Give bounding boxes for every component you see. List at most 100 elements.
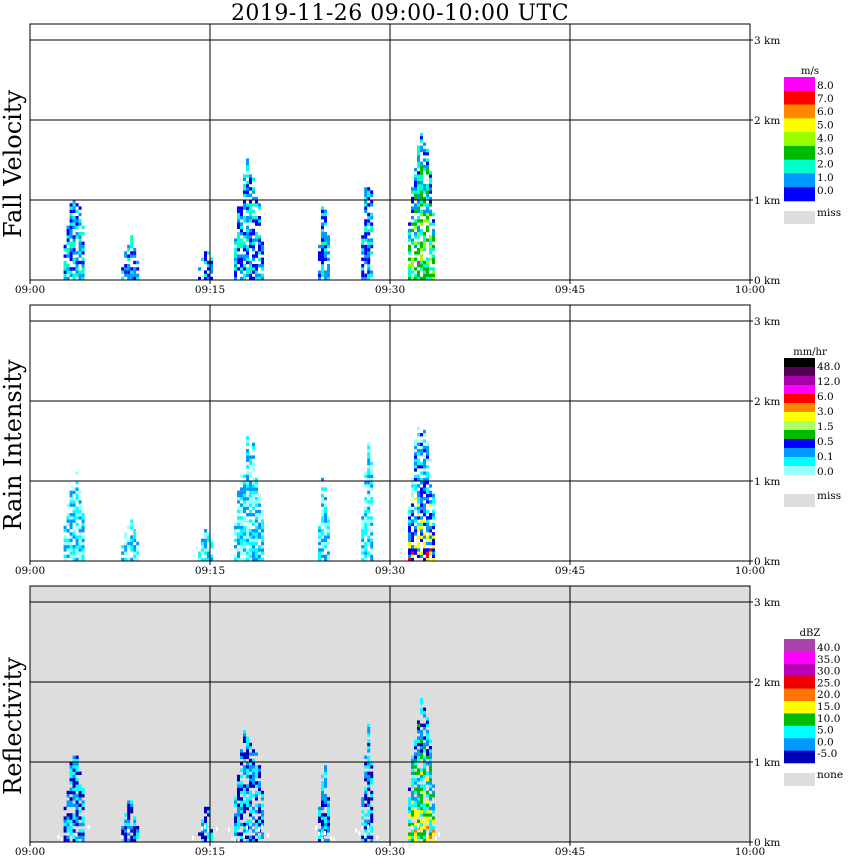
echo-pixel xyxy=(370,481,374,485)
echo-pixel xyxy=(66,803,70,807)
echo-pixel xyxy=(246,203,249,207)
echo-pixel xyxy=(246,158,249,162)
echo-pixel xyxy=(420,509,423,514)
echo-pixel xyxy=(130,267,134,271)
echo-pixel xyxy=(210,257,213,261)
echo-pixel xyxy=(327,244,330,249)
echo-pixel xyxy=(63,525,67,530)
echo-pixel xyxy=(81,267,85,271)
echo-pixel xyxy=(237,516,240,520)
echo-pixel xyxy=(252,749,255,753)
echo-pixel xyxy=(426,742,429,747)
echo-pixel xyxy=(130,538,134,542)
echo-pixel xyxy=(72,535,76,539)
echo-pixel xyxy=(417,484,420,488)
echo-pixel xyxy=(72,813,76,817)
echo-pixel xyxy=(127,810,131,814)
echo-pixel xyxy=(258,790,261,795)
legend-swatch xyxy=(784,475,815,485)
echo-pixel xyxy=(417,551,420,555)
echo-pixel xyxy=(243,267,246,271)
echo-pixel xyxy=(408,545,411,549)
echo-pixel xyxy=(210,270,213,274)
echo-pixel xyxy=(420,506,423,510)
echo-pixel xyxy=(423,784,426,788)
echo-pixel xyxy=(318,831,320,836)
echo-pixel xyxy=(423,832,426,836)
echo-cell xyxy=(192,806,218,843)
echo-pixel xyxy=(78,219,82,223)
echo-pixel xyxy=(367,190,371,194)
echo-pixel xyxy=(246,248,249,252)
echo-pixel xyxy=(249,538,252,542)
echo-pixel xyxy=(420,132,423,137)
echo-pixel xyxy=(75,768,79,772)
echo-pixel xyxy=(63,548,67,552)
echo-pixel xyxy=(243,190,246,194)
echo-pixel xyxy=(121,267,125,271)
echo-pixel xyxy=(367,819,371,823)
echo-pixel xyxy=(370,225,374,229)
echo-pixel xyxy=(364,519,368,523)
echo-pixel xyxy=(204,557,207,562)
echo-pixel xyxy=(240,276,243,281)
echo-pixel xyxy=(240,835,243,839)
echo-pixel xyxy=(133,832,137,836)
echo-pixel xyxy=(72,206,76,210)
echo-pixel xyxy=(63,538,67,542)
echo-pixel xyxy=(252,522,255,526)
echo-pixel xyxy=(78,506,82,510)
echo-pixel xyxy=(432,829,435,833)
echo-pixel xyxy=(234,264,237,268)
echo-pixel xyxy=(414,225,417,229)
echo-pixel xyxy=(136,829,140,833)
echo-pixel xyxy=(423,477,426,482)
echo-pixel xyxy=(78,771,82,775)
echo-pixel xyxy=(234,826,237,830)
echo-pixel xyxy=(364,500,368,504)
y-tick-label: 1 km xyxy=(754,195,780,207)
echo-pixel xyxy=(361,522,365,526)
echo-pixel xyxy=(414,519,417,523)
echo-pixel xyxy=(426,755,429,759)
echo-pixel xyxy=(423,768,426,772)
echo-pixel xyxy=(361,244,365,249)
echo-pixel xyxy=(249,784,252,788)
echo-pixel xyxy=(237,557,240,562)
echo-pixel xyxy=(63,838,67,843)
echo-pixel xyxy=(321,257,324,261)
echo-pixel xyxy=(127,525,131,530)
echo-pixel xyxy=(246,765,249,769)
echo-pixel xyxy=(321,829,324,833)
echo-pixel xyxy=(78,254,82,258)
echo-pixel xyxy=(66,241,70,245)
echo-pixel xyxy=(240,810,243,814)
echo-pixel xyxy=(426,477,429,482)
echo-pixel xyxy=(124,832,128,836)
echo-pixel xyxy=(249,765,252,769)
echo-pixel xyxy=(420,487,423,491)
legend-label: 0.1 xyxy=(817,451,834,463)
echo-pixel xyxy=(408,529,411,533)
echo-pixel xyxy=(234,819,237,823)
echo-pixel xyxy=(420,768,423,772)
echo-pixel xyxy=(367,216,371,220)
echo-pixel xyxy=(72,513,76,517)
echo-pixel xyxy=(429,484,432,488)
echo-pixel xyxy=(75,493,79,498)
echo-pixel xyxy=(364,209,368,213)
echo-pixel xyxy=(414,826,417,830)
echo-pixel xyxy=(124,267,128,271)
echo-pixel xyxy=(324,545,327,549)
echo-pixel xyxy=(414,177,417,181)
echo-pixel xyxy=(240,260,243,265)
echo-pixel xyxy=(237,235,240,239)
echo-pixel xyxy=(420,551,423,555)
echo-pixel xyxy=(258,806,261,811)
echo-pixel xyxy=(133,822,137,827)
echo-pixel xyxy=(361,529,365,533)
echo-pixel xyxy=(321,222,324,226)
echo-pixel xyxy=(429,503,432,507)
echo-pixel xyxy=(370,538,374,542)
echo-pixel xyxy=(420,257,423,261)
